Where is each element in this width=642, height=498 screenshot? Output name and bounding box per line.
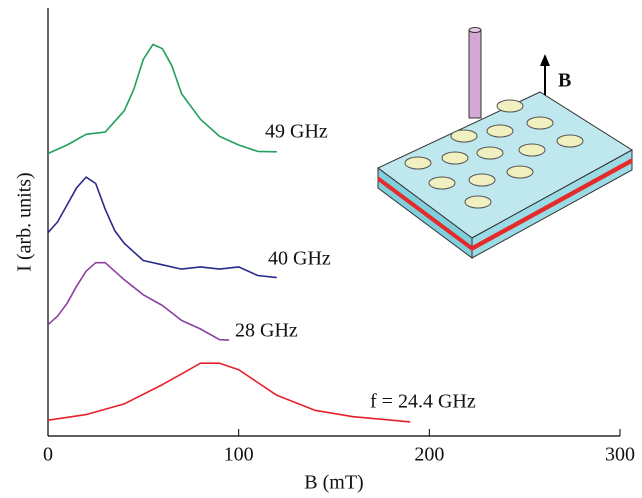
chart: B 0 100 200 300 B (mT) I (arb. units) 49 GHz 40… — [0, 0, 642, 498]
series-line — [48, 44, 277, 153]
series-label: 28 GHz — [235, 320, 298, 342]
y-axis-label: I (arb. units) — [14, 172, 36, 271]
series-label: f = 24.4 GHz — [370, 391, 476, 413]
x-tick-label: 200 — [414, 444, 444, 466]
x-tick-label: 300 — [605, 444, 635, 466]
x-tick-label: 100 — [224, 444, 254, 466]
series-line — [48, 263, 229, 340]
series-line — [48, 177, 277, 278]
series-line — [48, 363, 410, 422]
series-label: 49 GHz — [265, 121, 328, 143]
series-label: 40 GHz — [268, 248, 331, 270]
x-axis-label: B (mT) — [304, 472, 363, 494]
inset-illustration — [378, 28, 632, 259]
field-label: B — [558, 70, 571, 92]
x-tick-label: 0 — [43, 444, 53, 466]
